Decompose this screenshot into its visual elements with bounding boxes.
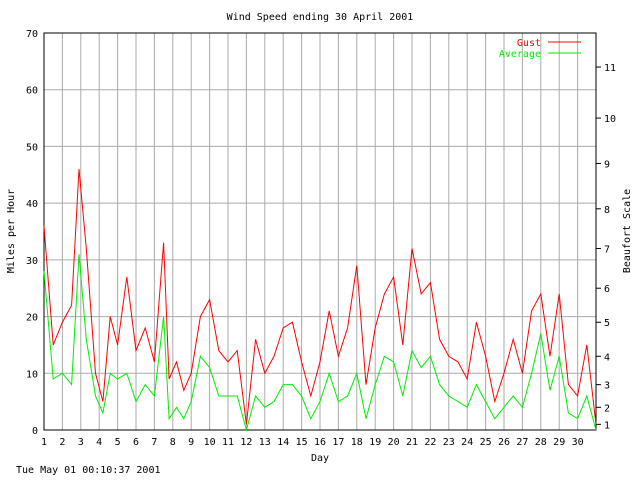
x-tick-label: 27 xyxy=(516,437,528,448)
beaufort-tick-label: 7 xyxy=(604,245,610,256)
beaufort-tick-label: 9 xyxy=(604,159,610,170)
timestamp: Tue May 01 00:10:37 2001 xyxy=(16,465,161,476)
x-tick-label: 13 xyxy=(259,437,271,448)
x-tick-label: 7 xyxy=(151,437,157,448)
x-tick-label: 19 xyxy=(369,437,381,448)
x-tick-label: 29 xyxy=(553,437,565,448)
x-tick-label: 8 xyxy=(170,437,176,448)
axis-ticks: 1 2 3 4 5 6 7 8 9 10 11 12 13 14 15 16 17 18 19 20 21 22 23 24 2… xyxy=(26,29,616,448)
y-axis-label: Miles per Hour xyxy=(6,189,17,273)
y-tick-label: 20 xyxy=(26,313,38,324)
x-axis-label: Day xyxy=(311,453,329,464)
x-tick-label: 9 xyxy=(188,437,194,448)
y-tick-label: 40 xyxy=(26,199,38,210)
y-tick-label: 60 xyxy=(26,86,38,97)
beaufort-tick-label: 3 xyxy=(604,381,610,392)
chart-title: Wind Speed ending 30 April 2001 xyxy=(227,12,414,23)
x-tick-label: 28 xyxy=(535,437,547,448)
x-tick-label: 21 xyxy=(406,437,418,448)
x-tick-label: 5 xyxy=(115,437,121,448)
y2-axis-label: Beaufort Scale xyxy=(622,189,633,273)
beaufort-tick-label: 10 xyxy=(604,114,616,125)
x-tick-label: 30 xyxy=(572,437,584,448)
x-tick-label: 12 xyxy=(240,437,252,448)
x-tick-label: 6 xyxy=(133,437,139,448)
beaufort-tick-label: 11 xyxy=(604,63,616,74)
series-line-gust xyxy=(43,169,597,425)
beaufort-tick-label: 8 xyxy=(604,205,610,216)
x-tick-label: 4 xyxy=(96,437,102,448)
y-tick-label: 0 xyxy=(32,426,38,437)
x-tick-label: 25 xyxy=(480,437,492,448)
beaufort-tick-label: 1 xyxy=(604,420,610,431)
y-tick-label: 10 xyxy=(26,369,38,380)
x-tick-label: 10 xyxy=(204,437,216,448)
series-lines xyxy=(43,169,597,432)
grid-lines xyxy=(43,32,596,431)
legend-label: Average xyxy=(499,49,541,60)
x-tick-label: 2 xyxy=(59,437,65,448)
x-tick-label: 3 xyxy=(78,437,84,448)
x-tick-label: 26 xyxy=(498,437,510,448)
y-tick-label: 30 xyxy=(26,256,38,267)
x-tick-label: 20 xyxy=(388,437,400,448)
x-tick-label: 23 xyxy=(443,437,455,448)
x-tick-label: 24 xyxy=(461,437,473,448)
y-tick-label: 70 xyxy=(26,29,38,40)
beaufort-tick-label: 5 xyxy=(604,318,610,329)
x-tick-label: 15 xyxy=(296,437,308,448)
x-tick-label: 14 xyxy=(277,437,289,448)
series-line-average xyxy=(43,254,597,432)
x-tick-label: 1 xyxy=(41,437,47,448)
x-tick-label: 18 xyxy=(351,437,363,448)
x-tick-label: 22 xyxy=(424,437,436,448)
x-tick-label: 11 xyxy=(222,437,234,448)
x-tick-label: 16 xyxy=(314,437,326,448)
beaufort-tick-label: 4 xyxy=(604,352,610,363)
y-tick-label: 50 xyxy=(26,142,38,153)
legend-label: Gust xyxy=(517,38,541,49)
x-tick-label: 17 xyxy=(332,437,344,448)
beaufort-tick-label: 2 xyxy=(604,403,610,414)
beaufort-tick-label: 6 xyxy=(604,284,610,295)
